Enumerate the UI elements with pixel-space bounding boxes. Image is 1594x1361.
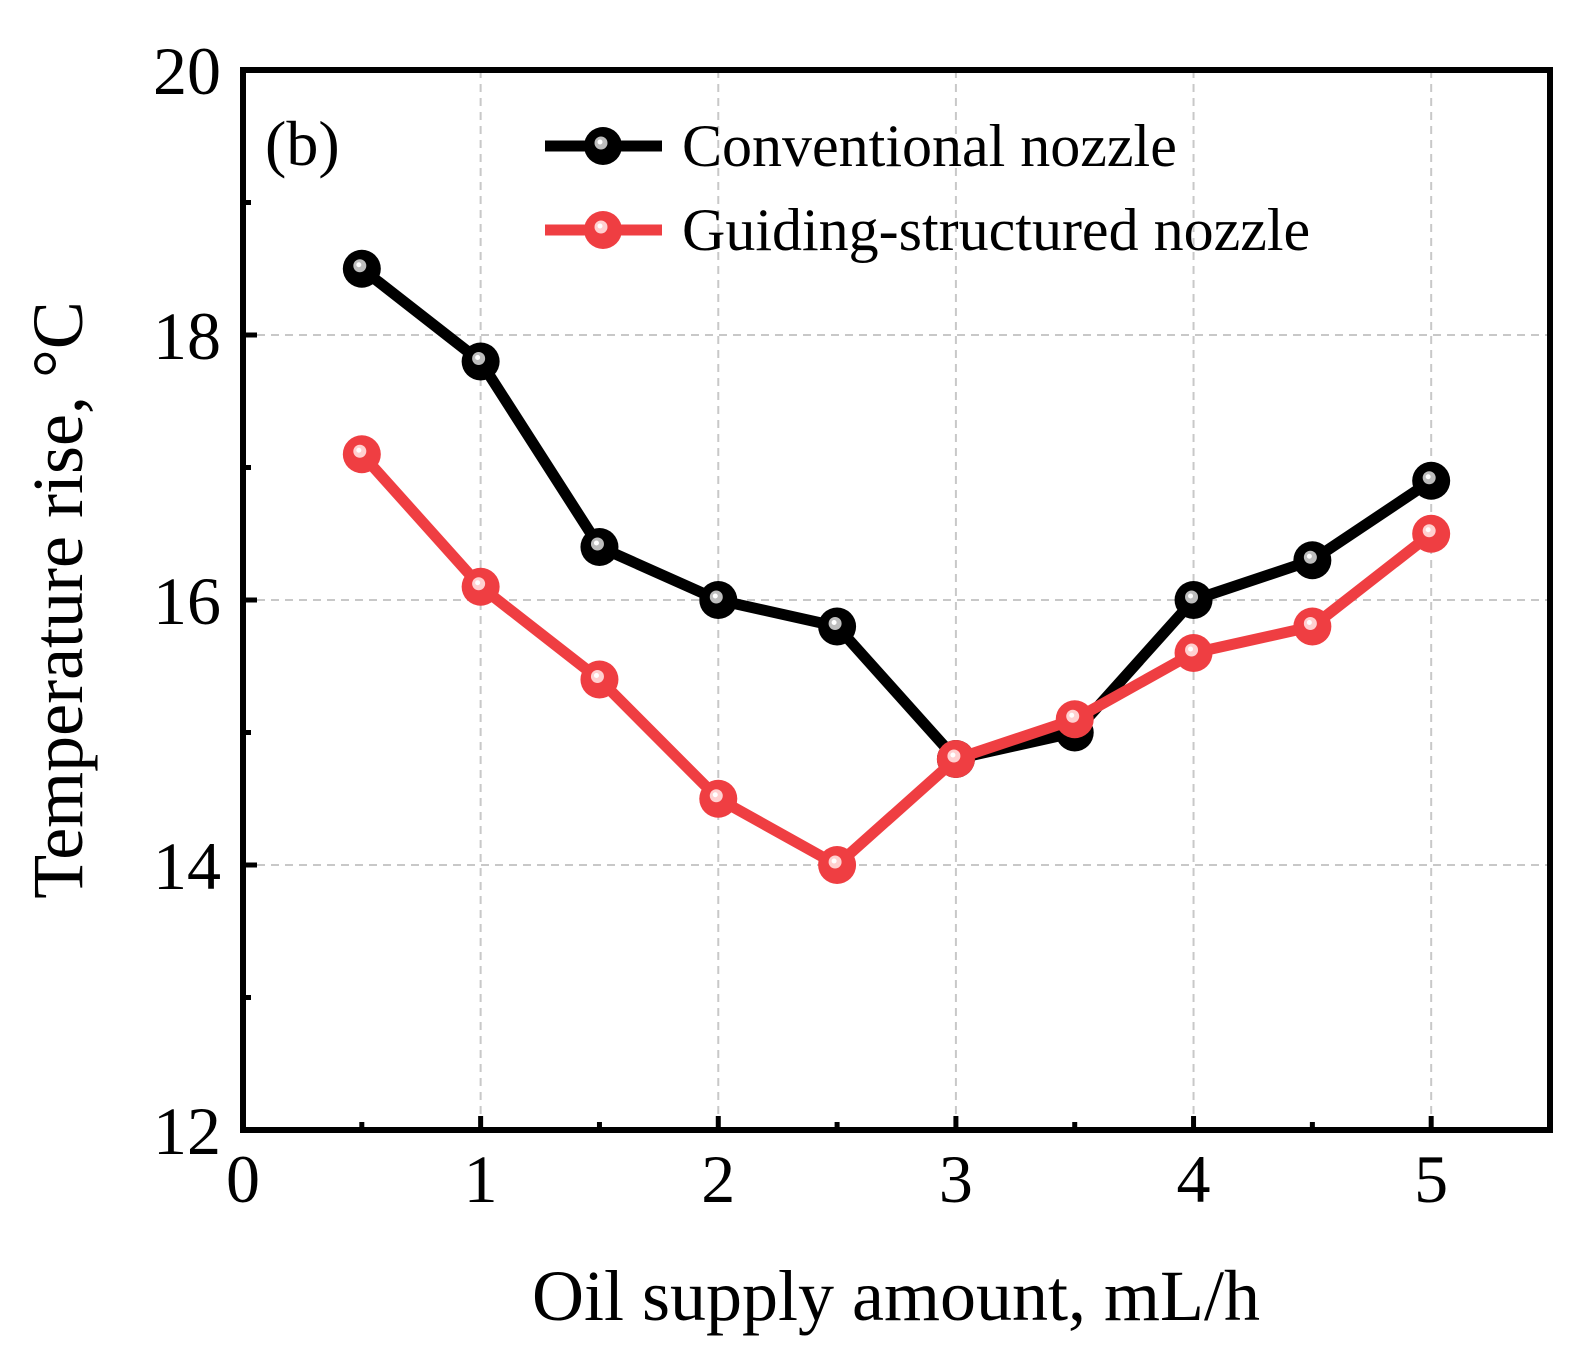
data-point-s1-9 xyxy=(1412,514,1451,553)
legend-label-0: Conventional nozzle xyxy=(682,113,1177,179)
data-point-s1-7-glint xyxy=(1188,646,1194,652)
x-tick-label-1: 1 xyxy=(464,1141,498,1217)
data-point-s0-2-glint xyxy=(593,540,599,546)
data-point-s0-4 xyxy=(818,607,857,646)
series-1 xyxy=(342,435,1451,884)
data-point-s0-7-glint xyxy=(1188,593,1194,599)
legend-marker-0-glint xyxy=(597,139,603,145)
x-tick-label-5: 5 xyxy=(1414,1141,1448,1217)
data-point-s0-1 xyxy=(461,342,500,381)
data-point-s0-4-glint xyxy=(831,620,837,625)
data-point-s1-1-glint xyxy=(475,580,481,586)
panel-label: (b) xyxy=(265,108,340,179)
data-point-s0-1-glint xyxy=(475,355,481,360)
data-point-s1-6 xyxy=(1055,700,1094,739)
y-tick-label-0: 12 xyxy=(153,1093,221,1169)
y-tick-label-4: 20 xyxy=(153,33,221,109)
data-point-s1-6-glint xyxy=(1069,712,1075,718)
legend-marker-0 xyxy=(584,127,622,165)
legend-label-1: Guiding-structured nozzle xyxy=(682,197,1310,263)
data-point-s1-1 xyxy=(461,567,500,606)
data-point-s0-7 xyxy=(1174,581,1213,619)
grid-lines xyxy=(243,70,1550,1130)
legend: Conventional nozzle Guiding-structured no… xyxy=(545,113,1310,263)
data-point-s1-8 xyxy=(1293,607,1332,646)
data-point-s1-4 xyxy=(818,846,857,884)
x-tick-label-2: 2 xyxy=(701,1141,735,1217)
y-tick-label-2: 16 xyxy=(153,563,221,639)
x-tick-label-3: 3 xyxy=(939,1141,973,1217)
data-point-s0-8 xyxy=(1293,541,1332,580)
legend-marker-1-glint xyxy=(597,223,603,229)
data-point-s1-4-glint xyxy=(831,858,837,864)
data-point-s1-2 xyxy=(580,660,619,699)
x-tick-label-0: 0 xyxy=(226,1141,260,1217)
data-point-s0-3-glint xyxy=(712,593,718,599)
data-point-s1-3-glint xyxy=(712,792,718,798)
legend-item-1: Guiding-structured nozzle xyxy=(545,197,1310,263)
data-point-s1-5 xyxy=(936,740,975,778)
axis-ticks xyxy=(240,67,1434,1133)
data-point-s1-5-glint xyxy=(950,752,956,758)
series-0 xyxy=(342,249,1451,778)
data-point-s1-9-glint xyxy=(1425,527,1431,533)
series-group xyxy=(342,249,1451,884)
data-point-s1-0-glint xyxy=(356,447,362,453)
legend-marker-1 xyxy=(584,211,622,249)
data-point-s0-9 xyxy=(1412,461,1451,500)
data-point-s0-3 xyxy=(699,581,738,619)
y-tick-label-1: 14 xyxy=(153,828,221,904)
y-axis-title: Temperature rise, °C xyxy=(18,301,98,899)
data-point-s1-2-glint xyxy=(593,673,599,678)
y-tick-label-3: 18 xyxy=(153,298,221,374)
series-line-1 xyxy=(357,450,1435,871)
x-tick-label-4: 4 xyxy=(1177,1141,1211,1217)
data-point-s0-2 xyxy=(580,528,619,566)
data-point-s0-0 xyxy=(342,249,381,288)
data-point-s1-7 xyxy=(1174,634,1213,672)
data-point-s0-9-glint xyxy=(1425,474,1431,480)
data-point-s0-8-glint xyxy=(1306,553,1312,559)
series-line-0 xyxy=(358,264,1435,765)
data-point-s1-0 xyxy=(342,435,381,474)
legend-item-0: Conventional nozzle xyxy=(545,113,1177,179)
x-axis-title: Oil supply amount, mL/h xyxy=(532,1256,1260,1336)
data-point-s0-0-glint xyxy=(356,262,362,268)
data-point-s1-3 xyxy=(699,779,738,818)
data-point-s1-8-glint xyxy=(1306,620,1312,625)
